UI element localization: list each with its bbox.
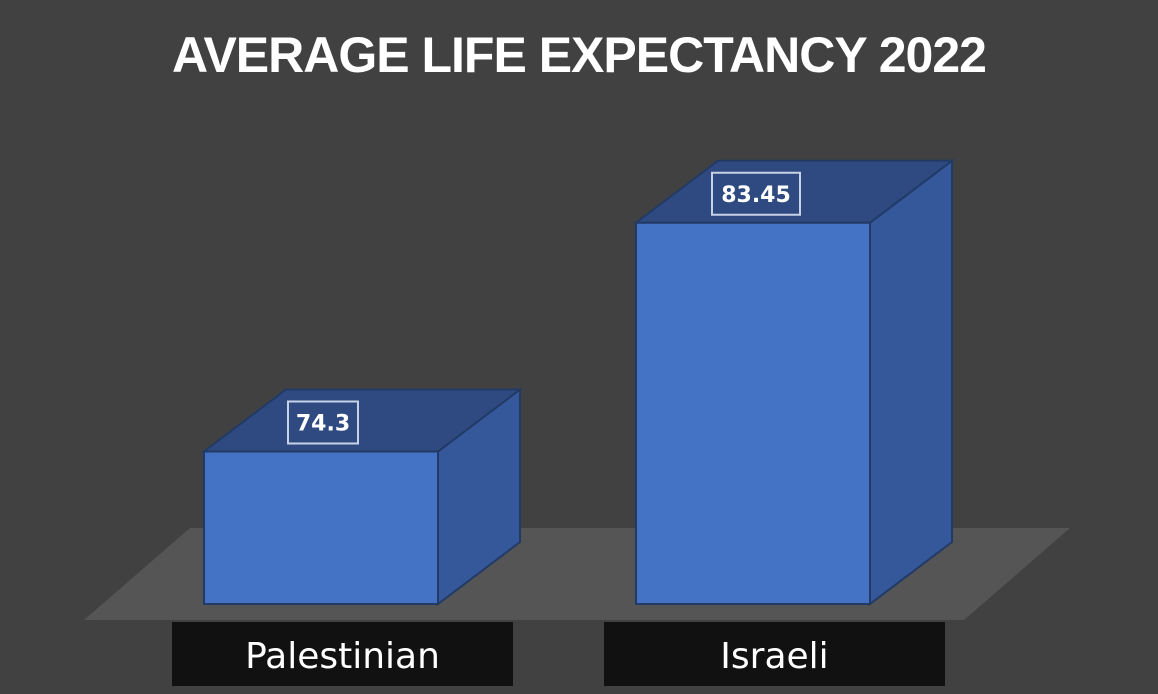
category-labels-group: Palestinian Israeli [172,622,945,686]
category-label-text: Israeli [720,636,828,677]
category-label-box [604,622,945,686]
data-label: 83.45 [711,171,801,216]
data-label-box [711,171,801,216]
chart-title: AVERAGE LIFE EXPECTANCY 2022 [172,27,987,83]
category-label: Palestinian [172,622,513,686]
bar: 83.45 [633,158,955,607]
bar-front-face [635,221,871,605]
category-label-box [172,622,513,686]
bar-front-face [203,450,439,605]
bar-side-face [869,158,953,607]
bar: 74.3 [201,387,523,607]
category-label-text: Palestinian [245,636,440,677]
data-label: 74.3 [287,400,359,445]
bars-group: 74.3 83.45 [201,158,955,607]
category-label: Israeli [604,622,945,686]
data-label-text: 74.3 [296,412,350,437]
data-label-text: 83.45 [721,183,791,208]
data-label-box [287,400,359,445]
